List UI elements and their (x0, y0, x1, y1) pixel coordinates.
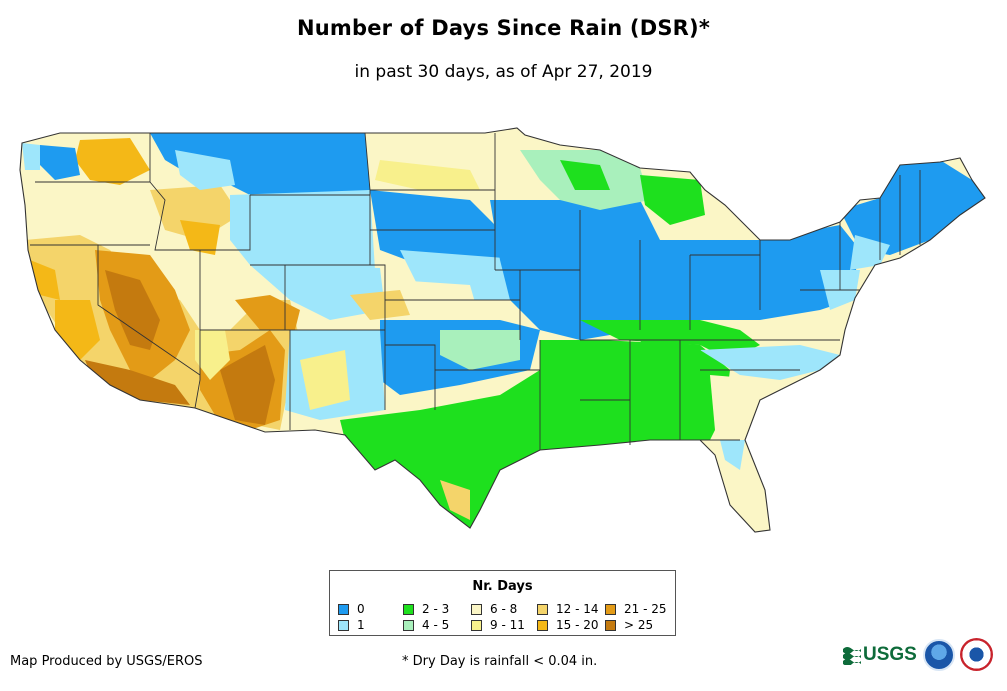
legend-swatch (537, 603, 548, 615)
nws-logo-icon (959, 638, 993, 671)
legend-swatch (537, 619, 548, 631)
legend-item: 6 - 8 (471, 602, 517, 616)
legend-item: > 25 (605, 618, 653, 632)
legend-label: 15 - 20 (556, 618, 599, 632)
legend-label: 12 - 14 (556, 602, 599, 616)
legend-item: 4 - 5 (403, 618, 449, 632)
usgs-logo: USGS (843, 644, 917, 666)
legend-item: 9 - 11 (471, 618, 525, 632)
legend-swatch (471, 619, 482, 631)
noaa-logo-icon (922, 638, 955, 671)
legend-item: 2 - 3 (403, 602, 449, 616)
legend: Nr. Days 0 1 2 - 3 4 - 5 6 - 8 9 - 11 12… (329, 570, 676, 636)
usgs-logo-text: USGS (863, 643, 917, 665)
legend-label: 0 (357, 602, 365, 616)
legend-label: 4 - 5 (422, 618, 450, 632)
dsr-regions (20, 128, 985, 532)
legend-item: 0 (338, 602, 365, 616)
credit-text: Map Produced by USGS/EROS (10, 654, 203, 669)
legend-swatch (471, 603, 482, 615)
legend-swatch (605, 603, 616, 615)
legend-swatch (403, 603, 414, 615)
legend-item: 21 - 25 (605, 602, 667, 616)
legend-item: 15 - 20 (537, 618, 599, 632)
usgs-wave-icon (843, 646, 861, 665)
legend-swatch (403, 619, 414, 631)
legend-item: 1 (338, 618, 365, 632)
legend-swatch (338, 619, 349, 631)
legend-swatch (605, 619, 616, 631)
legend-label: 2 - 3 (422, 602, 450, 616)
agency-logos: USGS (843, 638, 993, 671)
map-title: Number of Days Since Rain (DSR)* (296, 16, 711, 40)
legend-label: 9 - 11 (490, 618, 525, 632)
map-subtitle: in past 30 days, as of Apr 27, 2019 (354, 62, 653, 82)
legend-swatch (338, 603, 349, 615)
legend-label: > 25 (624, 618, 654, 632)
legend-label: 6 - 8 (490, 602, 518, 616)
footnote-text: * Dry Day is rainfall < 0.04 in. (402, 654, 598, 669)
legend-item: 12 - 14 (537, 602, 599, 616)
legend-label: 1 (357, 618, 365, 632)
state-borders (19, 127, 986, 533)
legend-label: 21 - 25 (624, 602, 667, 616)
legend-title: Nr. Days (472, 579, 533, 594)
